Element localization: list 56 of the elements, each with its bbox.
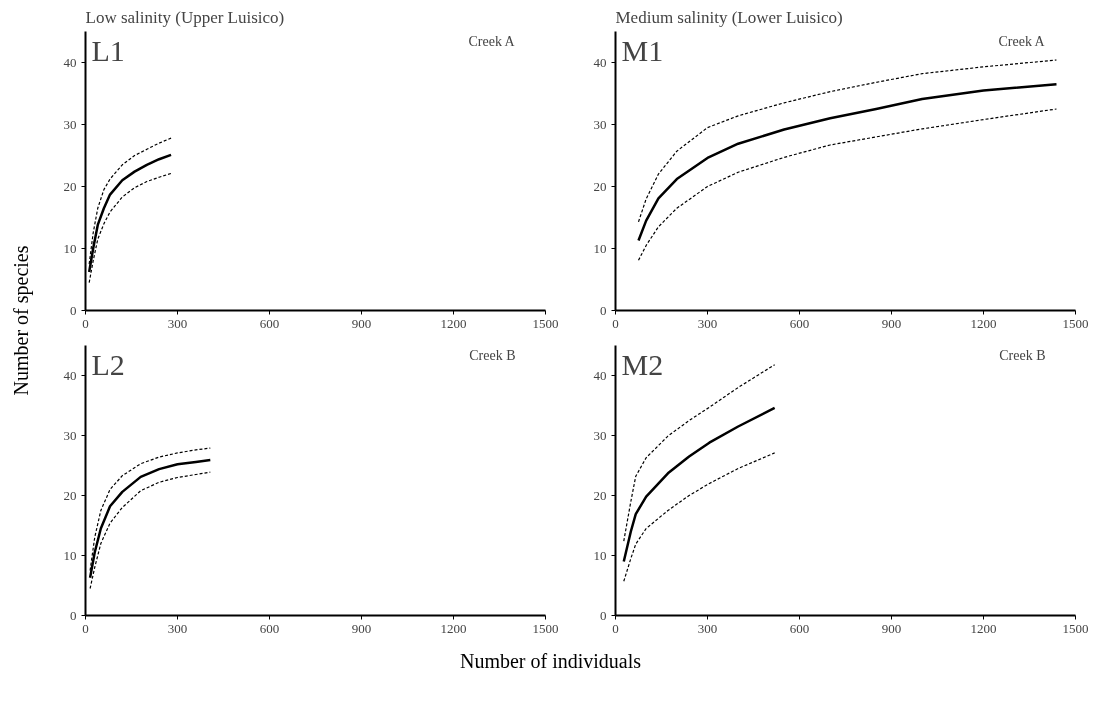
- y-tick-label: 30: [593, 427, 607, 443]
- x-tick-label: 600: [259, 315, 280, 331]
- x-tick-label: 900: [351, 620, 372, 636]
- x-tick-label: 300: [697, 620, 718, 636]
- y-tick-label: 40: [593, 367, 607, 383]
- annotation: Creek A: [998, 33, 1046, 49]
- annotation: Creek B: [999, 347, 1046, 363]
- chart-title: Medium salinity (Lower Luisico): [615, 7, 843, 27]
- x-tick-label: 1200: [970, 620, 997, 636]
- y-tick-label: 20: [593, 487, 607, 503]
- x-tick-label: 600: [789, 315, 810, 331]
- x-tick-label: 0: [82, 620, 89, 636]
- x-tick-label: 1500: [532, 620, 559, 636]
- x-tick-label: 300: [167, 315, 188, 331]
- y-tick-label: 20: [63, 178, 77, 194]
- y-axis-title: Number of species: [9, 245, 33, 396]
- x-tick-label: 900: [881, 620, 902, 636]
- x-tick-label: 900: [351, 315, 372, 331]
- annotation: Creek B: [469, 347, 516, 363]
- x-axis-title: Number of individuals: [459, 649, 642, 672]
- x-tick-label: 1200: [970, 315, 997, 331]
- annotation: M2: [621, 347, 664, 381]
- y-tick-label: 30: [63, 427, 77, 443]
- chart-title: Low salinity (Upper Luisico): [85, 7, 285, 27]
- y-tick-label: 30: [593, 116, 607, 132]
- annotation: M1: [621, 33, 664, 67]
- x-tick-label: 0: [612, 315, 619, 331]
- x-tick-label: 300: [167, 620, 188, 636]
- x-tick-label: 0: [82, 315, 89, 331]
- annotation: L2: [91, 347, 125, 381]
- y-tick-label: 40: [63, 54, 77, 70]
- y-tick-label: 20: [63, 487, 77, 503]
- y-tick-label: 0: [70, 302, 77, 318]
- x-tick-label: 600: [259, 620, 280, 636]
- x-tick-label: 1200: [440, 620, 467, 636]
- x-tick-label: 1500: [1062, 315, 1089, 331]
- x-tick-label: 1500: [1062, 620, 1089, 636]
- annotation: L1: [91, 33, 125, 67]
- y-tick-label: 40: [593, 54, 607, 70]
- y-tick-label: 40: [63, 367, 77, 383]
- y-tick-label: 10: [63, 240, 77, 256]
- y-tick-label: 20: [593, 178, 607, 194]
- y-tick-label: 0: [600, 607, 607, 623]
- x-tick-label: 900: [881, 315, 902, 331]
- x-tick-label: 300: [697, 315, 718, 331]
- x-tick-label: 1200: [440, 315, 467, 331]
- x-tick-label: 1500: [532, 315, 559, 331]
- x-tick-label: 600: [789, 620, 810, 636]
- y-tick-label: 10: [593, 547, 607, 563]
- y-tick-label: 0: [70, 607, 77, 623]
- x-tick-label: 0: [612, 620, 619, 636]
- annotation: Creek A: [468, 33, 516, 49]
- y-tick-label: 0: [600, 302, 607, 318]
- y-tick-label: 10: [63, 547, 77, 563]
- y-tick-label: 30: [63, 116, 77, 132]
- y-tick-label: 10: [593, 240, 607, 256]
